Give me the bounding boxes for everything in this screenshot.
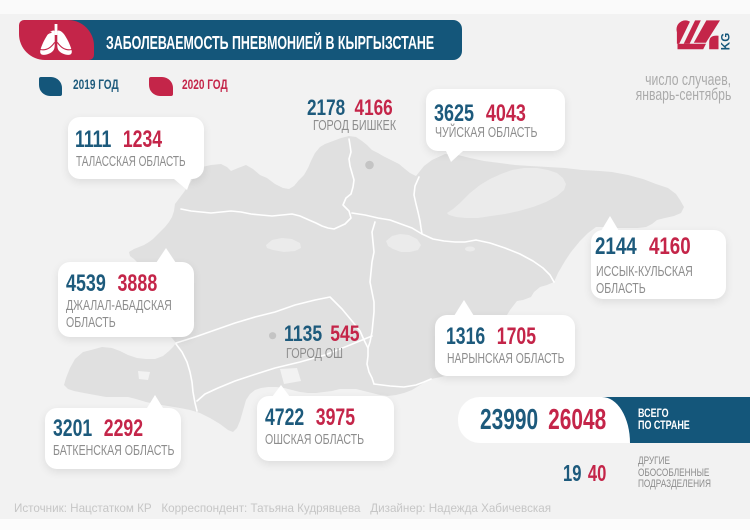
- svg-text:KG: KG: [721, 32, 733, 50]
